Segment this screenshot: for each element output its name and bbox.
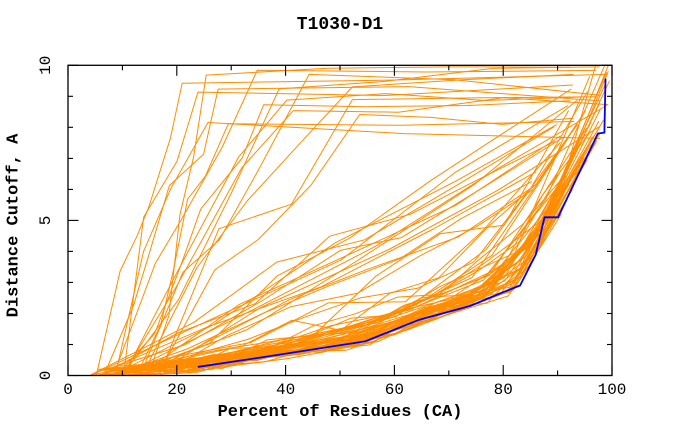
svg-text:60: 60 xyxy=(385,381,404,399)
svg-text:80: 80 xyxy=(494,381,513,399)
svg-text:20: 20 xyxy=(167,381,186,399)
svg-text:0: 0 xyxy=(63,381,73,399)
svg-text:5: 5 xyxy=(37,216,55,226)
svg-text:40: 40 xyxy=(276,381,295,399)
svg-text:0: 0 xyxy=(37,371,55,381)
svg-text:10: 10 xyxy=(37,56,55,75)
svg-text:100: 100 xyxy=(598,381,627,399)
